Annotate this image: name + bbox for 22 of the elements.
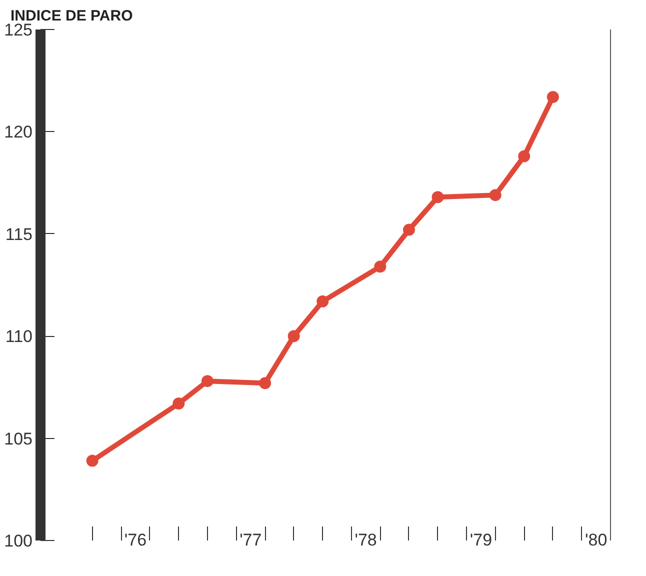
point (402, 224, 415, 236)
point (259, 377, 272, 390)
point (288, 330, 300, 342)
point (374, 260, 386, 273)
x-tick-label: '76 (124, 530, 147, 550)
y-tick-label: 110 (5, 327, 33, 346)
point (518, 150, 530, 162)
y-tick-label: 100 (4, 532, 33, 550)
y-tick-label: 120 (4, 122, 33, 142)
x-tick-label: '78 (354, 530, 377, 550)
point (201, 375, 214, 388)
point (489, 189, 502, 202)
x-tick-label: '77 (240, 530, 262, 550)
y-tick-label: 115 (5, 224, 33, 244)
point (86, 454, 98, 467)
point (432, 191, 444, 204)
point (316, 295, 329, 308)
x-tick-label: '80 (585, 530, 608, 550)
y-tick-label: 105 (4, 429, 33, 448)
point (546, 90, 559, 103)
x-tick-label: '79 (470, 530, 492, 550)
point (172, 398, 185, 410)
